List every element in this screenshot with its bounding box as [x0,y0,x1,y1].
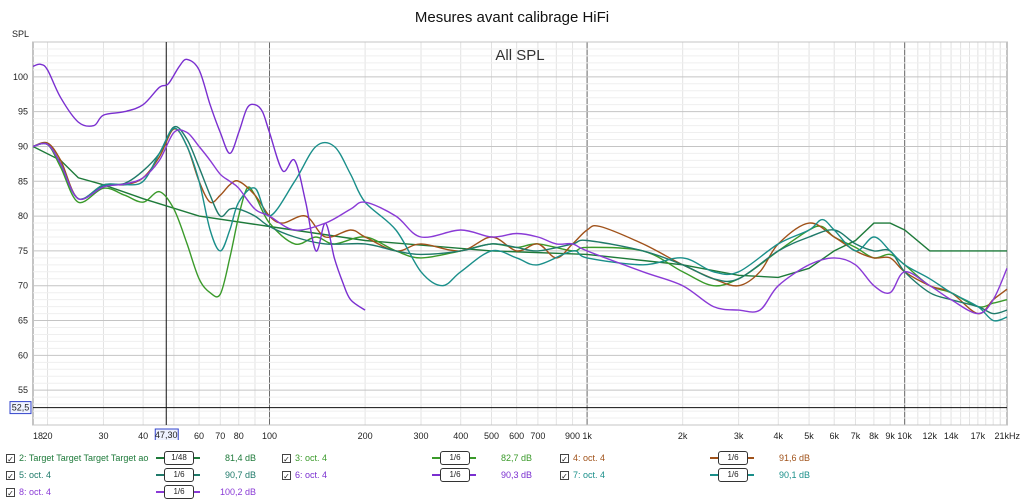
x-tick-label: 8k [869,431,879,440]
legend-label-s2: 2: Target Target Target Target aoû [19,453,149,463]
x-tick-label: 80 [234,431,244,440]
x-tick-label: 4k [774,431,784,440]
series-line-s6 [32,58,366,311]
x-tick-label: 300 [414,431,429,440]
legend-label-s6: 6: oct. 4 [295,470,328,480]
y-tick-label: 60 [18,350,28,360]
x-tick-label: 70 [215,431,225,440]
x-tick-label: 12k [923,431,938,440]
y-tick-label: 100 [13,72,28,82]
y-tick-label: 55 [18,385,28,395]
legend-checkbox-s7[interactable]: ✓ [560,470,569,481]
legend-value-s8: 100,2 dB [219,487,256,497]
legend-checkbox-s5[interactable]: ✓ [6,470,15,481]
legend-value-s2: 81,4 dB [224,453,256,463]
cursor-y-value: 52,5 [12,403,30,413]
legend-smoothing-button-s2[interactable]: 1/48 [164,451,194,465]
chart-svg: Mesures avant calibrage HiFi 55 60 65 70 75 80… [9,9,1020,440]
legend-checkbox-s6[interactable]: ✓ [282,470,291,481]
legend-checkbox-s3[interactable]: ✓ [282,453,291,464]
legend-smoothing-button-s4[interactable]: 1/6 [718,451,748,465]
legend-value-s3: 82,7 dB [500,453,532,463]
y-tick-label: 70 [18,281,28,291]
x-tick-label: 600 [509,431,524,440]
x-tick-label: 7k [851,431,861,440]
x-tick-label: 100 [262,431,277,440]
legend-smoothing-button-s7[interactable]: 1/6 [718,468,748,482]
x-tick-label: 14k [944,431,959,440]
y-tick-label: 95 [18,107,28,117]
y-tick-label: 90 [18,141,28,151]
legend-checkbox-s4[interactable]: ✓ [560,453,569,464]
x-tick-label: 5k [804,431,814,440]
legend-item-s2: ✓ 2: Target Target Target Target aoû 1/48 8… [6,450,276,466]
cursor-y-box [9,401,32,415]
series-line-s8 [32,129,1008,315]
legend-item-s7: ✓ 7: oct. 4 1/6 90,1 dB [560,467,830,483]
legend-smoothing-button-s5[interactable]: 1/6 [164,468,194,482]
series-line-s7 [32,127,1008,322]
x-tick-label: 6k [829,431,839,440]
x-tick-label: 1k [582,431,592,440]
y-tick-label: 80 [18,211,28,221]
legend-label-s5: 5: oct. 4 [19,470,52,480]
cursor-x-value: 47,30 [155,430,178,440]
y-tick-label: 75 [18,246,28,256]
legend-item-s5: ✓ 5: oct. 4 1/6 90,7 dB [6,467,276,483]
legend-item-s4: ✓ 4: oct. 4 1/6 91,6 dB [560,450,830,466]
x-tick-label: 40 [138,431,148,440]
y-tick-label: 65 [18,316,28,326]
legend-label-s8: 8: oct. 4 [19,487,52,497]
x-tick-label: 21kHz [994,431,1020,440]
legend-value-s6: 90,3 dB [500,470,532,480]
y-tick-label: 85 [18,176,28,186]
legend-value-s7: 90,1 dB [778,470,810,480]
x-tick-label: 60 [194,431,204,440]
cursor-x-box [154,428,179,440]
x-tick-label: 500 [484,431,499,440]
x-tick-label: 2k [678,431,688,440]
legend-checkbox-s8[interactable]: ✓ [6,487,15,498]
x-tick-label: 700 [530,431,545,440]
x-tick-label: 3k [734,431,744,440]
y-axis-label: SPL [12,29,29,39]
series-line-s2 [32,145,1007,279]
legend-value-s5: 90,7 dB [224,470,256,480]
legend-value-s4: 91,6 dB [778,453,810,463]
legend-smoothing-button-s6[interactable]: 1/6 [440,468,470,482]
legend-item-s3: ✓ 3: oct. 4 1/6 82,7 dB [282,450,552,466]
legend-checkbox-s2[interactable]: ✓ [6,453,15,464]
x-tick-label: 10k [897,431,912,440]
x-tick-label: 400 [453,431,468,440]
x-tick-label: 900 [565,431,580,440]
chart-title: Mesures avant calibrage HiFi [415,9,609,26]
x-tick-label: 18 [33,431,43,440]
legend-label-s4: 4: oct. 4 [573,453,606,463]
x-tick-label: 20 [43,431,53,440]
legend-label-s7: 7: oct. 4 [573,470,606,480]
legend-label-s3: 3: oct. 4 [295,453,328,463]
legend-item-s8: ✓ 8: oct. 4 1/6 100,2 dB [6,484,276,500]
legend-smoothing-button-s8[interactable]: 1/6 [164,485,194,499]
series-line-s3 [32,142,1008,308]
x-tick-label: 17k [971,431,986,440]
x-tick-label: 30 [98,431,108,440]
x-tick-label: 200 [358,431,373,440]
legend-smoothing-button-s3[interactable]: 1/6 [440,451,470,465]
legend-item-s6: ✓ 6: oct. 4 1/6 90,3 dB [282,467,552,483]
x-tick-label: 9k [885,431,895,440]
plot-subtitle: All SPL [495,47,544,64]
